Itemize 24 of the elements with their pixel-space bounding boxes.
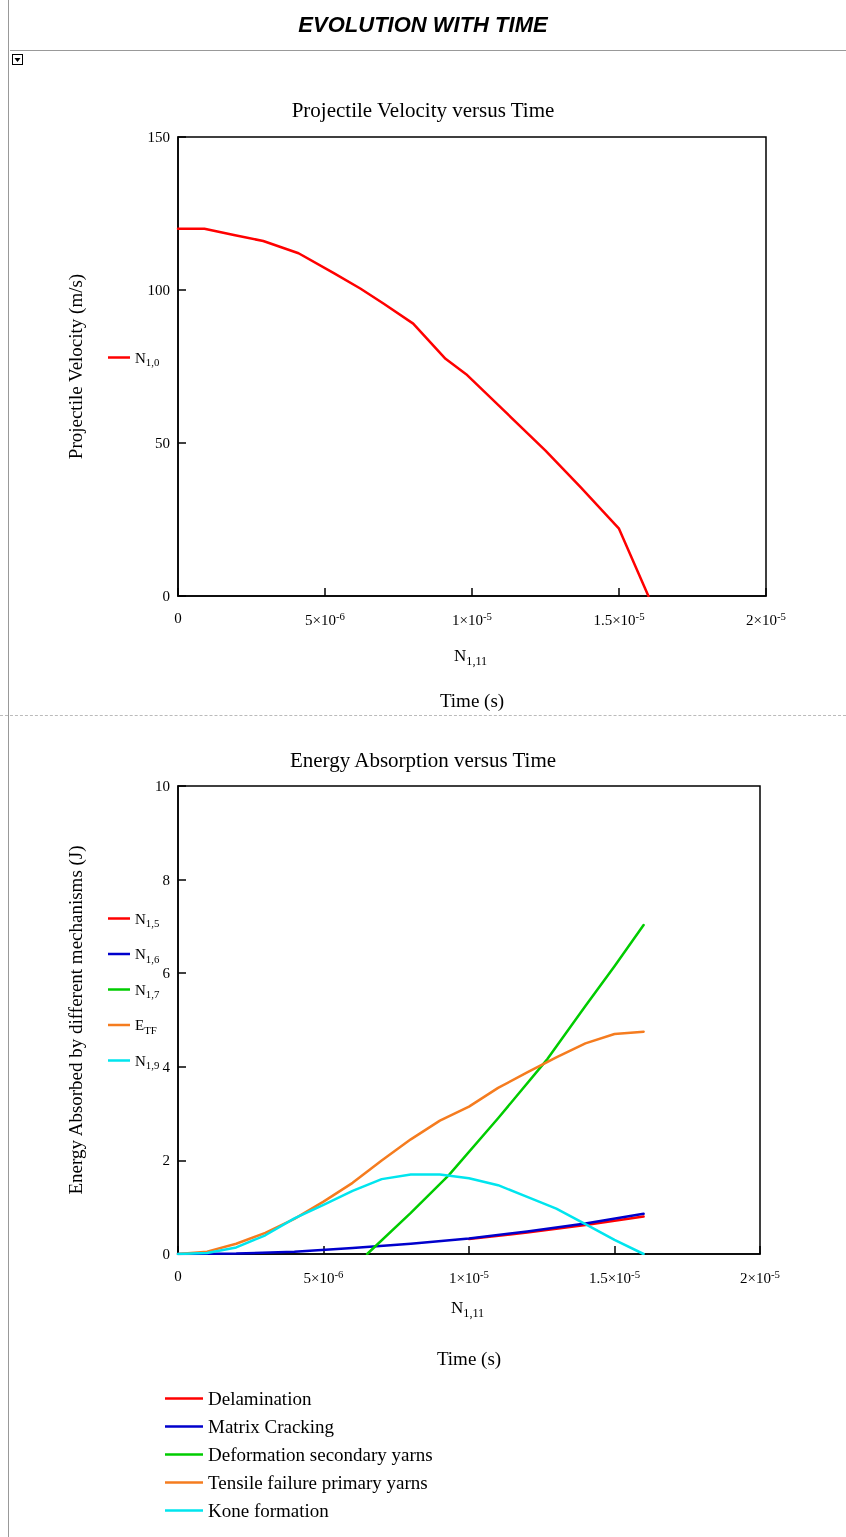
y-tick-label: 6: [162, 965, 171, 982]
x-axis-title: Time (s): [439, 690, 505, 712]
y-axis-title: Energy Absorbed by different mechanisms (J): [65, 845, 87, 1195]
y-tick-label: 10: [155, 778, 170, 794]
x-tick-label: 0: [174, 1267, 182, 1284]
legend-label: Delamination: [208, 1388, 312, 1409]
y-tick-label: 0: [162, 588, 170, 604]
y-tick-label: 100: [147, 282, 170, 298]
y-tick-label: 50: [155, 435, 170, 451]
legend-label: Tensile failure primary yarns: [208, 1472, 428, 1493]
y-tick-label: 0: [162, 1246, 170, 1262]
legend-label: Kone formation: [208, 1500, 330, 1521]
x-axis-title: Time (s): [436, 1348, 502, 1370]
chart-title: Energy Absorption versus Time: [289, 747, 557, 772]
legend-label: Matrix Cracking: [208, 1416, 335, 1437]
y-tick-label: 4: [162, 1058, 171, 1075]
chart-title: EVOLUTION WITH TIME: [298, 11, 549, 37]
y-tick-label: 2: [162, 1152, 170, 1169]
y-tick-label: 8: [162, 871, 170, 888]
x-tick-label: 0: [174, 609, 182, 626]
chart-subtitle: Projectile Velocity versus Time: [291, 97, 555, 122]
y-axis-title: Projectile Velocity (m/s): [65, 273, 87, 460]
y-tick-label: 150: [147, 129, 170, 145]
legend-label: Deformation secondary yarns: [208, 1444, 433, 1465]
